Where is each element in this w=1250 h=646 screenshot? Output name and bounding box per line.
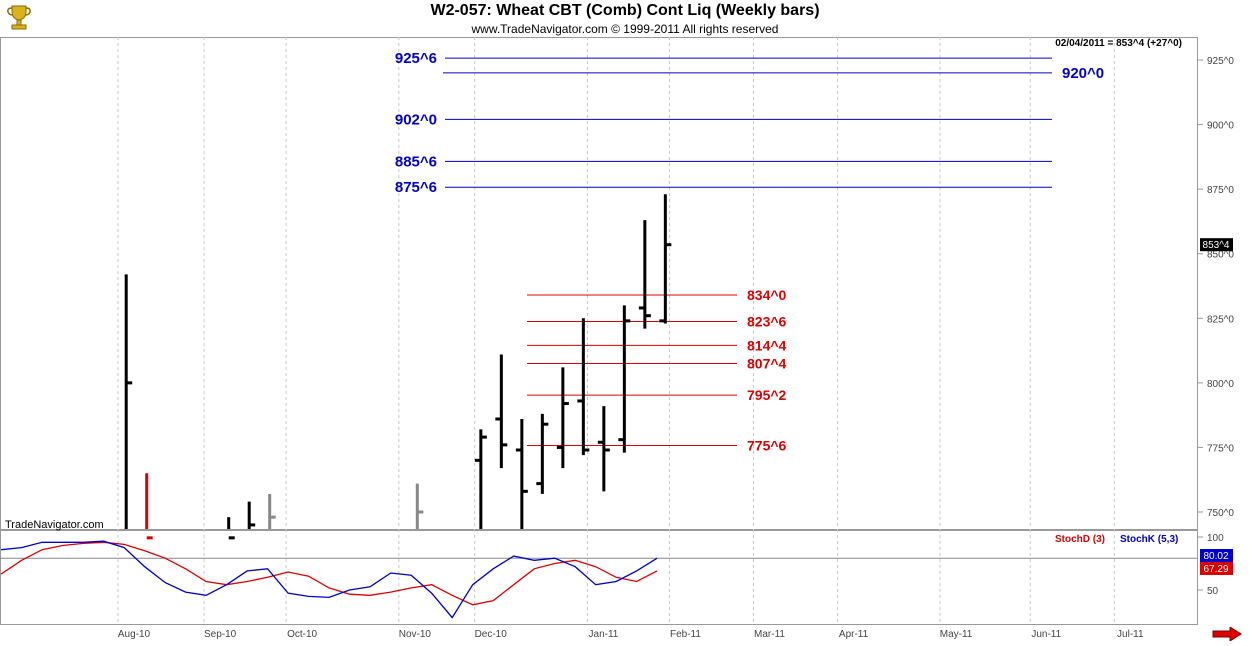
- y-tick-label: 850^0: [1207, 250, 1234, 261]
- y-tick-label: 800^0: [1207, 379, 1234, 390]
- x-tick-label: Feb-11: [670, 629, 701, 640]
- level-label: 920^0: [1062, 65, 1104, 82]
- level-label: 807^4: [747, 355, 787, 371]
- x-tick-label: Apr-11: [839, 629, 869, 640]
- level-label: 885^6: [395, 153, 437, 170]
- legend-stochk: StochK (5,3): [1120, 534, 1178, 545]
- status-readout: 02/04/2011 = 853^4 (+27^0): [1055, 38, 1182, 49]
- stochk-value: 80.02: [1203, 551, 1228, 562]
- x-tick-label: Nov-10: [399, 629, 432, 640]
- level-label: 925^6: [395, 50, 437, 67]
- chart-header: W2-057: Wheat CBT (Comb) Cont Liq (Weekl…: [0, 0, 1250, 40]
- watermark: TradeNavigator.com: [5, 519, 104, 531]
- trophy-icon: [4, 2, 34, 32]
- level-label: 795^2: [747, 387, 787, 403]
- x-tick-label: Sep-10: [204, 629, 237, 640]
- level-label: 814^4: [747, 337, 787, 353]
- y-tick-label: 750^0: [1207, 508, 1234, 519]
- x-tick-label: Jul-11: [1117, 629, 1144, 640]
- x-tick-label: Mar-11: [754, 629, 785, 640]
- level-label: 823^6: [747, 314, 787, 330]
- y-tick-label: 825^0: [1207, 314, 1234, 325]
- stochd-value: 67.29: [1203, 564, 1228, 575]
- x-tick-label: Jan-11: [589, 629, 619, 640]
- level-label: 775^6: [747, 437, 787, 453]
- x-tick-label: Oct-10: [287, 629, 317, 640]
- stochastic-legend: StochD (3) StochK (5,3) 80.02 67.29: [1055, 534, 1233, 575]
- stoch-y-tick-label: 100: [1207, 533, 1224, 544]
- y-tick-label: 925^0: [1207, 56, 1234, 67]
- x-tick-label: Dec-10: [475, 629, 508, 640]
- y-tick-label: 900^0: [1207, 121, 1234, 132]
- level-label: 902^0: [395, 111, 437, 128]
- scroll-right-arrow-icon[interactable]: [1212, 626, 1242, 642]
- price-panel-frame: [0, 37, 1198, 530]
- legend-stochd: StochD (3): [1055, 534, 1105, 545]
- stochd-value-box: [1200, 562, 1233, 575]
- level-label: 834^0: [747, 287, 787, 303]
- level-label: 875^6: [395, 179, 437, 196]
- y-tick-label: 875^0: [1207, 185, 1234, 196]
- stoch-y-tick-label: 50: [1207, 586, 1219, 597]
- stoch-series-line: [0, 541, 658, 606]
- chart-title: W2-057: Wheat CBT (Comb) Cont Liq (Weekl…: [430, 2, 820, 19]
- copyright-notice: www.TradeNavigator.com © 1999-2011 All r…: [471, 22, 779, 36]
- x-tick-label: Aug-10: [118, 629, 151, 640]
- y-tick-label: 775^0: [1207, 443, 1234, 454]
- stochastic-panel-frame: [0, 530, 1198, 625]
- x-tick-label: May-11: [940, 629, 973, 640]
- x-tick-label: Jun-11: [1031, 629, 1061, 640]
- last-price-marker: 853^4: [1200, 238, 1233, 252]
- stochk-value-box: [1200, 549, 1233, 562]
- last-price-label: 853^4: [1203, 240, 1230, 251]
- stoch-series-line: [1, 540, 658, 619]
